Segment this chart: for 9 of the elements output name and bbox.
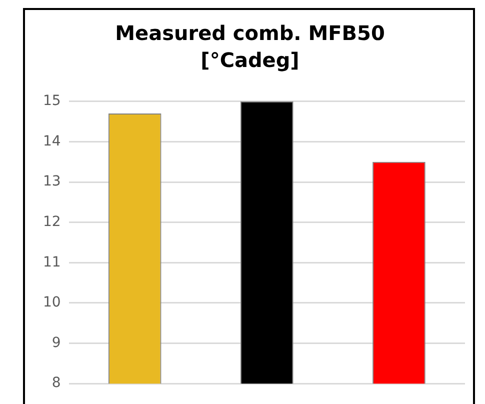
y-tick-label: 13: [42, 174, 61, 190]
y-tick-label: 10: [42, 294, 61, 311]
y-tick-label: 11: [42, 254, 61, 270]
y-tick-label: 9: [52, 334, 61, 351]
y-tick-label: 14: [42, 133, 61, 150]
chart-title: Measured comb. MFB50 [°Cadeg]: [114, 20, 386, 74]
y-tick-label: 15: [42, 93, 61, 110]
y-tick-label: 8: [52, 375, 61, 392]
y-tick-label: 12: [42, 214, 61, 230]
